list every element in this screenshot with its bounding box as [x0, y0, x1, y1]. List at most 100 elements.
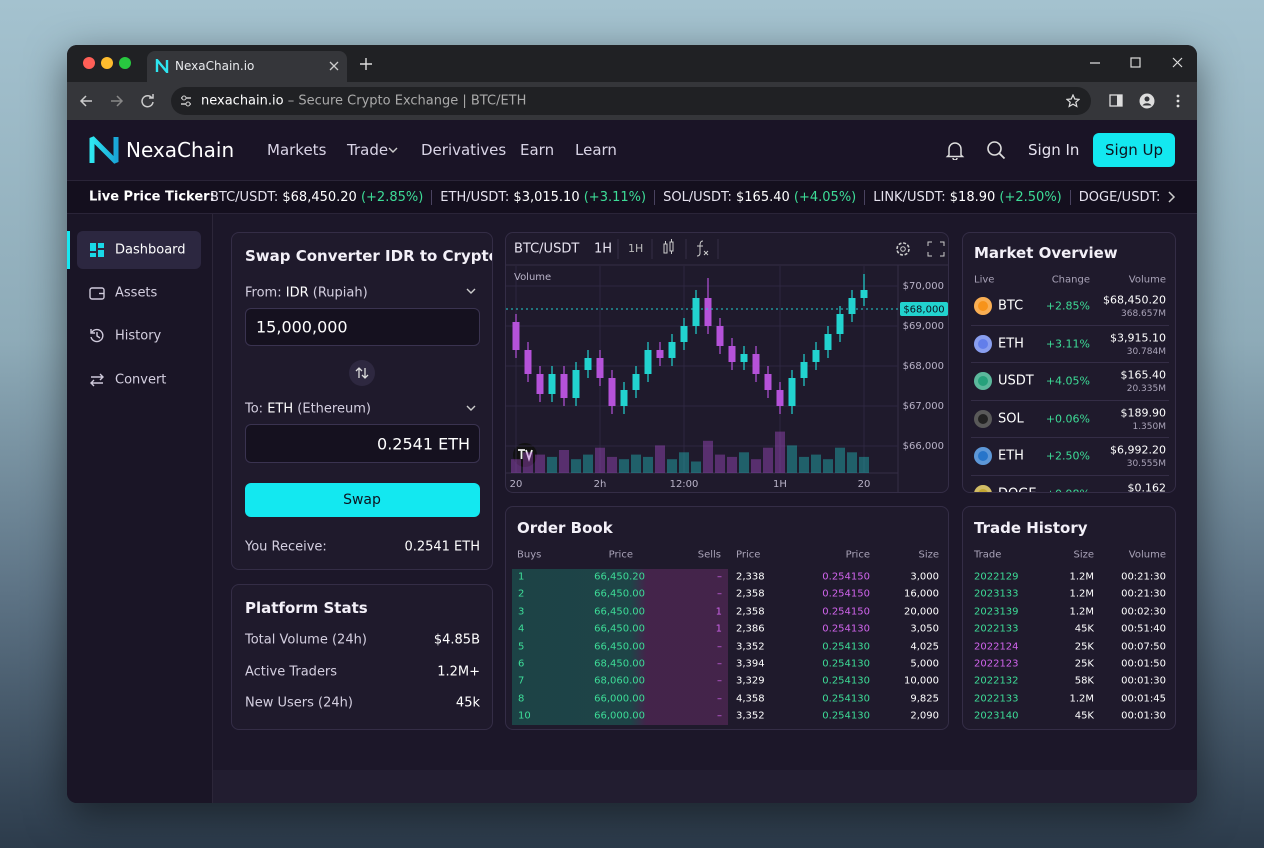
- ticker-pair: ETH/USDT:: [440, 189, 510, 205]
- nav-link[interactable]: Trade: [347, 141, 389, 159]
- order-book-cell: 9,825: [910, 693, 939, 705]
- nav-link[interactable]: Derivatives: [421, 141, 507, 159]
- settings-icon[interactable]: [896, 242, 910, 256]
- order-book-cell: 10,000: [904, 675, 939, 687]
- swap-button[interactable]: Swap: [245, 483, 480, 517]
- sidebar-item[interactable]: Dashboard: [115, 242, 186, 258]
- from-chevron[interactable]: [466, 288, 476, 296]
- logo[interactable]: [89, 135, 121, 165]
- ticker-change: (+4.05%): [793, 189, 857, 205]
- order-book-cell: 66,450.00: [594, 641, 645, 653]
- sidebar-item[interactable]: History: [115, 328, 162, 344]
- order-book-cell: 1: [715, 606, 722, 618]
- amount-input[interactable]: 15,000,000: [245, 308, 480, 346]
- bookmark-star[interactable]: [1066, 94, 1080, 108]
- sidebar-item[interactable]: Assets: [115, 285, 158, 301]
- tab[interactable]: NexaChain.io: [147, 51, 347, 82]
- trade-header: Size: [1073, 549, 1094, 561]
- search-icon[interactable]: [986, 140, 1006, 160]
- trade-cell: 00:01:30: [1121, 675, 1166, 687]
- brand[interactable]: NexaChain: [126, 138, 235, 162]
- to-line[interactable]: To: ETH (Ethereum): [245, 402, 371, 417]
- coin-name[interactable]: ETH: [998, 336, 1024, 351]
- nav-buttons[interactable]: [79, 93, 159, 109]
- coin-icon: [974, 409, 992, 428]
- coin-name[interactable]: BTC: [998, 298, 1024, 314]
- sidebar-item[interactable]: Convert: [115, 372, 167, 388]
- interval[interactable]: 1H: [628, 242, 643, 255]
- coin-price: $68,450.20: [1103, 293, 1166, 307]
- coin-name[interactable]: DOGE: [998, 486, 1037, 492]
- active-indicator: [67, 231, 70, 269]
- swap-direction[interactable]: [348, 359, 376, 387]
- price-tick-label: $66,000: [903, 441, 944, 452]
- trade-cell: 00:07:50: [1121, 641, 1166, 653]
- trade-header: Trade: [974, 549, 1002, 561]
- trade-cell: 1.2M: [1069, 606, 1094, 618]
- coin-price: $189.90: [1120, 406, 1167, 419]
- trade-chevron[interactable]: [388, 147, 398, 155]
- dashboard-icon: [90, 243, 104, 257]
- from-value: IDR: [285, 285, 309, 301]
- url-field[interactable]: nexachain.io – Secure Crypto Exchange | …: [171, 87, 1091, 115]
- nav-link[interactable]: Learn: [575, 141, 617, 159]
- ticker-pair: DOGE/USDT:: [1078, 189, 1160, 205]
- sign-up-button[interactable]: Sign Up: [1093, 133, 1175, 167]
- chart-panel: BTC/USDT 1H 1H $66,000 $67,000 $68,000 $69,…: [505, 232, 949, 493]
- volume-bar: [811, 454, 821, 473]
- coin-name[interactable]: SOL: [998, 411, 1024, 426]
- result-field: 0.2541 ETH: [245, 424, 480, 463]
- tab-close[interactable]: [329, 61, 339, 71]
- trade-cell: 1.2M: [1069, 693, 1094, 705]
- browser-toolbar-icons[interactable]: [1109, 93, 1189, 109]
- chart-pair[interactable]: BTC/USDT: [514, 242, 579, 257]
- sign-in[interactable]: Sign In: [1028, 141, 1080, 159]
- candle-type-icon[interactable]: [663, 239, 674, 254]
- coin-price: $3,915.10: [1110, 331, 1166, 344]
- nav-link[interactable]: Earn: [520, 141, 555, 159]
- trade-cell: 00:02:30: [1121, 606, 1166, 618]
- order-book-header: Price: [608, 549, 633, 561]
- volume-bar: [571, 459, 581, 473]
- ticker-next[interactable]: [1167, 191, 1177, 203]
- trade-cell: 2022133: [974, 693, 1019, 705]
- order-book-cell: 0.254130: [822, 675, 870, 687]
- ticker-item[interactable]: DOGE/USDT: $0.162 (+3.30%: [1069, 189, 1160, 205]
- order-book-cell: 1: [518, 571, 525, 583]
- current-price-box: [900, 302, 948, 316]
- coin-change: +2.50%: [1045, 449, 1090, 463]
- coin-name[interactable]: ETH: [998, 448, 1024, 464]
- ticker-change: (+2.50%): [999, 189, 1062, 205]
- trade-cell: 00:21:30: [1121, 571, 1166, 583]
- trade-cell: 2022132: [974, 675, 1019, 687]
- volume-bar: [619, 459, 629, 473]
- candle-body: [584, 358, 592, 370]
- market-overview-panel: Market Overview Live Change Volume BTC +2.85…: [962, 232, 1176, 493]
- ticker-item[interactable]: BTC/USDT: $68,450.20 (+2.85%): [210, 190, 431, 205]
- ticker-item[interactable]: LINK/USDT: $18.90 (+2.50%): [864, 189, 1070, 205]
- ticker-price: $165.40: [736, 189, 790, 205]
- indicator-icon[interactable]: [696, 240, 709, 257]
- order-book-header: Size: [918, 549, 939, 561]
- ticker-price: $3,015.10: [513, 189, 580, 205]
- bell-icon[interactable]: [945, 140, 965, 160]
- order-book-cell: 3,352: [736, 710, 765, 722]
- coin-name[interactable]: USDT: [998, 373, 1034, 389]
- address-bar: nexachain.io – Secure Crypto Exchange | …: [67, 82, 1197, 120]
- new-tab[interactable]: [360, 58, 372, 70]
- to-chevron[interactable]: [466, 405, 476, 413]
- nav-link[interactable]: Markets: [267, 141, 327, 159]
- interval[interactable]: 1H: [594, 242, 612, 257]
- ticker-item[interactable]: ETH/USDT: $3,015.10 (+3.11%): [431, 189, 654, 205]
- ticker-label: Live Price Ticker:: [89, 189, 215, 205]
- order-book-title: Order Book: [517, 519, 613, 537]
- ticker-item[interactable]: SOL/USDT: $165.40 (+4.05%): [654, 189, 864, 205]
- trade-cell: 45K: [1074, 623, 1094, 635]
- price-tick-label: $69,000: [903, 321, 944, 332]
- fullscreen-icon[interactable]: [927, 241, 945, 257]
- from-line[interactable]: From: IDR (Rupiah): [245, 286, 368, 301]
- window-controls[interactable]: [1087, 55, 1187, 71]
- window-dots[interactable]: [81, 55, 133, 71]
- candle-body: [512, 322, 520, 350]
- trade-cell: 00:01:30: [1121, 710, 1166, 722]
